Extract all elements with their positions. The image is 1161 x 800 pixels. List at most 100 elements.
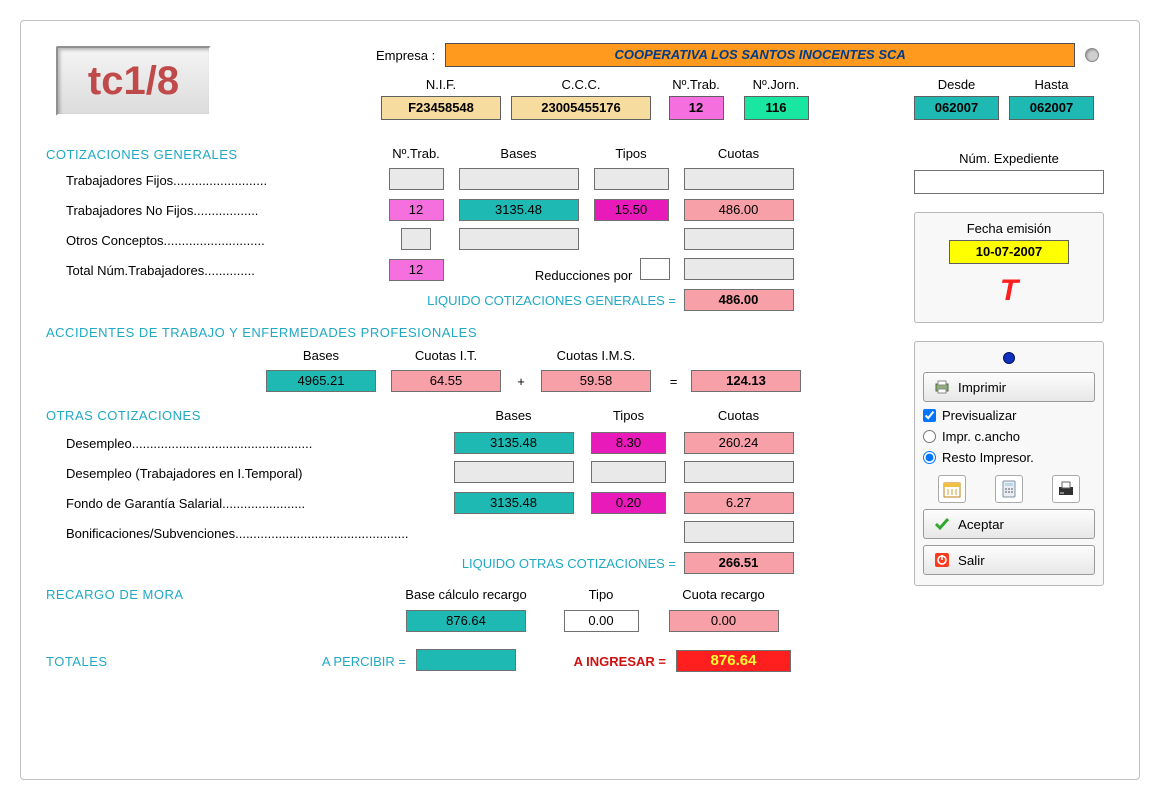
sec2-h-ims: Cuotas I.M.S. [531,348,661,363]
sec3-r3-cuota[interactable]: 6.27 [684,492,794,514]
col-cuotas: Cuotas [676,146,801,161]
sec2-ims[interactable]: 59.58 [541,370,651,392]
col-tipos: Tipos [586,146,676,161]
sec1-r3-ntrab[interactable] [401,228,431,250]
sec3-r4-cuota[interactable] [684,521,794,543]
sec1-r2-base[interactable]: 3135.48 [459,199,579,221]
sec3-r2-base[interactable] [454,461,574,483]
sec3-r4-label: Bonificaciones/Subvenciones.............… [46,526,676,541]
imprimir-label: Imprimir [958,380,1006,395]
col-ntrab: Nº.Trab. [381,146,451,161]
sec2-bases[interactable]: 4965.21 [266,370,376,392]
sec3-r3-label: Fondo de Garantía Salarial..............… [46,496,446,511]
sec4-base[interactable]: 876.64 [406,610,526,632]
ccc-label: C.C.C. [506,77,656,92]
aingresar-label: A INGRESAR = [526,654,666,669]
check-icon [934,516,950,532]
empresa-field[interactable]: COOPERATIVA LOS SANTOS INOCENTES SCA [445,43,1075,67]
sec1-liq-val: 486.00 [684,289,794,311]
desde-field[interactable]: 062007 [914,96,999,120]
sec1-r1-ntrab[interactable] [389,168,444,190]
imprcancho-radio[interactable] [923,430,936,443]
calendar-icon[interactable] [938,475,966,503]
sec2-plus: + [511,374,531,389]
ccc-field[interactable]: 23005455176 [511,96,651,120]
sec2-h-it: Cuotas I.T. [381,348,511,363]
status-led [1085,48,1099,62]
sec3-h-cuotas: Cuotas [676,408,801,423]
imprimir-button[interactable]: Imprimir [923,372,1095,402]
restoimp-label: Resto Impresor. [942,450,1034,465]
fax-icon[interactable] [1052,475,1080,503]
fecha-label: Fecha emisión [923,221,1095,236]
hasta-field[interactable]: 062007 [1009,96,1094,120]
sec3-r3-tipo[interactable]: 0.20 [591,492,666,514]
nif-label: N.I.F. [376,77,506,92]
sec3-h-tipos: Tipos [581,408,676,423]
sec4-tipo[interactable]: 0.00 [564,610,639,632]
sec2-title: ACCIDENTES DE TRABAJO Y ENFERMEDADES PRO… [46,325,881,340]
calculator-icon[interactable] [995,475,1023,503]
sec1-r3-cuota[interactable] [684,228,794,250]
fecha-field[interactable]: 10-07-2007 [949,240,1069,264]
tesoreria-logo-icon: T [923,274,1095,308]
sec3-h-bases: Bases [446,408,581,423]
sec3-title: OTRAS COTIZACIONES [46,408,446,423]
sec1-r1-label: Trabajadores Fijos......................… [46,173,381,188]
reducciones-field[interactable] [640,258,670,280]
restoimp-radio[interactable] [923,451,936,464]
sec1-liq-label: LIQUIDO COTIZACIONES GENERALES = [46,293,676,308]
sec1-r1-cuota[interactable] [684,168,794,190]
tc18-window: tc1/8 Empresa : COOPERATIVA LOS SANTOS I… [20,20,1140,780]
aingresar-field: 876.64 [676,650,791,672]
sec1-r1-tipo[interactable] [594,168,669,190]
sec3-liq-label: LIQUIDO OTRAS COTIZACIONES = [46,556,676,571]
printer-icon [934,379,950,395]
sec1-r3-base[interactable] [459,228,579,250]
sec3-r2-tipo[interactable] [591,461,666,483]
njorn-label: Nº.Jorn. [736,77,816,92]
previsualizar-label: Previsualizar [942,408,1016,423]
print-box: Imprimir Previsualizar Impr. c.ancho Res… [914,341,1104,586]
ntrab-field[interactable]: 12 [669,96,724,120]
sec1-r2-ntrab[interactable]: 12 [389,199,444,221]
right-panel: Núm. Expediente Fecha emisión 10-07-2007… [914,151,1104,586]
empresa-label: Empresa : [376,48,435,63]
col-bases: Bases [451,146,586,161]
sec1-r2-cuota[interactable]: 486.00 [684,199,794,221]
sec4-cuota[interactable]: 0.00 [669,610,779,632]
sec1-r2-tipo[interactable]: 15.50 [594,199,669,221]
sec3-r1-label: Desempleo...............................… [46,436,446,451]
aceptar-button[interactable]: Aceptar [923,509,1095,539]
sec2-eq: = [661,374,686,389]
reducciones-label: Reducciones por [535,268,633,283]
main-content: COTIZACIONES GENERALES Nº.Trab. Bases Ti… [46,141,881,676]
sec4-h-base: Base cálculo recargo [376,587,556,602]
sec1-r4-ntrab[interactable]: 12 [389,259,444,281]
numexp-label: Núm. Expediente [914,151,1104,166]
sec1-r1-base[interactable] [459,168,579,190]
fecha-box: Fecha emisión 10-07-2007 T [914,212,1104,323]
previsualizar-checkbox[interactable] [923,409,936,422]
sec3-r1-base[interactable]: 3135.48 [454,432,574,454]
status-dot-icon [1003,352,1015,364]
nif-field[interactable]: F23458548 [381,96,501,120]
sec1-r3-label: Otros Conceptos.........................… [46,233,381,248]
sec2-it[interactable]: 64.55 [391,370,501,392]
desde-label: Desde [909,77,1004,92]
sec3-r3-base[interactable]: 3135.48 [454,492,574,514]
salir-button[interactable]: Salir [923,545,1095,575]
sec3-r1-tipo[interactable]: 8.30 [591,432,666,454]
numexp-input[interactable] [914,170,1104,194]
sec3-r1-cuota[interactable]: 260.24 [684,432,794,454]
power-icon [934,552,950,568]
sec3-r2-cuota[interactable] [684,461,794,483]
sec1-r2-label: Trabajadores No Fijos.................. [46,203,381,218]
apercibir-field [416,649,516,671]
app-logo: tc1/8 [56,46,211,116]
apercibir-label: A PERCIBIR = [296,654,406,669]
sec4-h-cuota: Cuota recargo [646,587,801,602]
salir-label: Salir [958,553,985,568]
sec1-r4-cuota[interactable] [684,258,794,280]
njorn-field[interactable]: 116 [744,96,809,120]
